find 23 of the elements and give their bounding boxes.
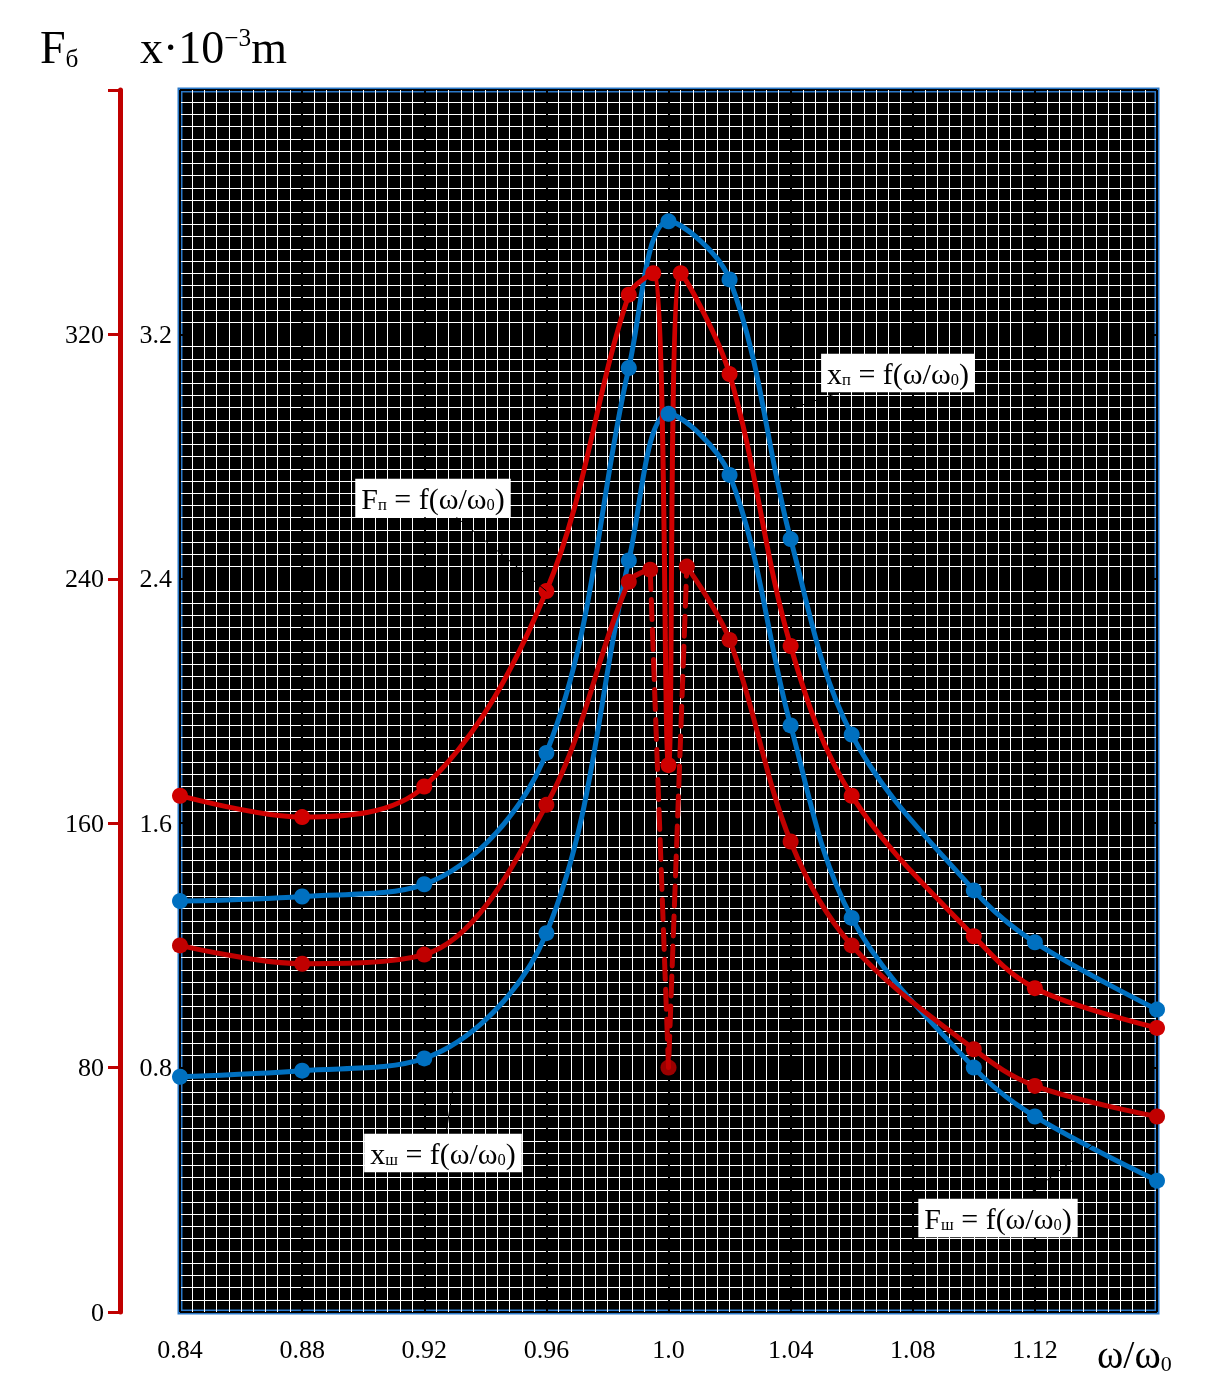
x-tick-label: 1.0: [652, 1334, 685, 1364]
x-tick-label: 0.96: [523, 1334, 570, 1364]
y2-tick-label: 3.2: [139, 319, 172, 349]
x-tick-label: 0.88: [279, 1334, 325, 1364]
x-tick-label: 0.92: [401, 1334, 447, 1364]
x-tick-label: 0.84: [157, 1334, 203, 1364]
y2-tick-label: 0.8: [139, 1053, 172, 1083]
annotation: Fш = f(ω/ω0): [924, 1201, 1072, 1236]
annotation: xш = f(ω/ω0): [370, 1136, 516, 1171]
x-tick-label: 1.08: [890, 1334, 936, 1364]
x-tick-label: 1.04: [767, 1334, 814, 1364]
y-tick-label: 240: [65, 564, 104, 594]
y-axis-title: Fб: [40, 21, 79, 73]
x-axis-title: ω/ω0: [1097, 1331, 1172, 1377]
y2-tick-label: 1.6: [139, 808, 172, 838]
y-tick-label: 80: [78, 1053, 104, 1083]
x-tick-label: 1.12: [1012, 1334, 1058, 1364]
annotation: Fп = f(ω/ω0): [361, 481, 505, 516]
y-tick-label: 0: [91, 1297, 104, 1327]
y-tick-label: 160: [65, 808, 104, 838]
annotation: xп = f(ω/ω0): [827, 356, 969, 391]
y2-tick-label: 2.4: [139, 564, 172, 594]
y-tick-label: 320: [65, 319, 104, 349]
